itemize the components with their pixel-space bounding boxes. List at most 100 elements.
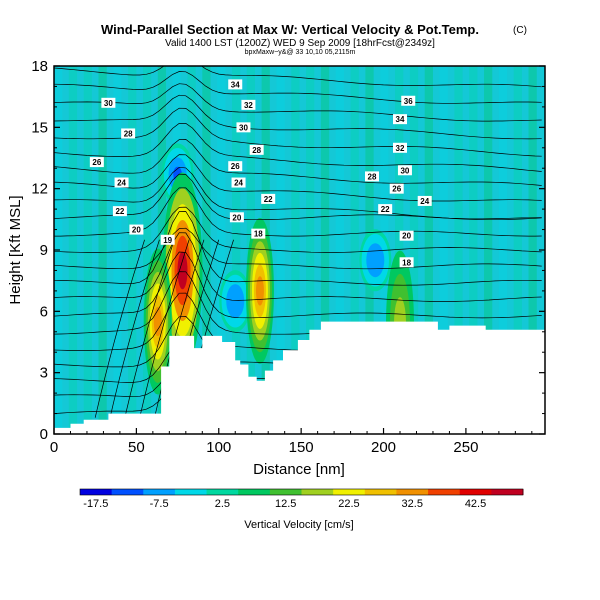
theta-label: 34 <box>393 114 408 125</box>
colorbar-swatch <box>364 489 397 495</box>
theta-label-box <box>399 230 414 241</box>
theta-label-box <box>389 183 404 194</box>
theta-contour-line <box>54 173 542 221</box>
texture-stripe <box>276 66 285 434</box>
theta-label: 26 <box>228 161 243 172</box>
colorbar-label: Vertical Velocity [cm/s] <box>244 519 353 531</box>
x-axis: 0 50 100 150 200 250 <box>50 428 533 456</box>
colorbar-swatch <box>238 489 271 495</box>
theta-label-text: 26 <box>392 185 401 194</box>
theta-label-box <box>160 234 175 245</box>
texture-stripe <box>128 66 137 434</box>
theta-label: 34 <box>228 79 243 90</box>
theta-label-text: 22 <box>381 205 390 214</box>
theta-label-box <box>112 206 127 217</box>
theta-label-text: 28 <box>124 129 133 138</box>
colorbar-frame <box>79 488 524 496</box>
theta-label-box <box>251 228 266 239</box>
colorbar-swatch <box>80 489 113 495</box>
theta-label-box <box>121 128 136 139</box>
texture-stripe <box>424 66 433 434</box>
theta-contour-line <box>54 211 542 286</box>
texture-stripe <box>513 66 522 434</box>
colorbar-tick-label: 32.5 <box>402 498 423 510</box>
theta-label: 18 <box>251 228 266 239</box>
theta-label-text: 24 <box>234 179 243 188</box>
theta-label-box <box>236 122 251 133</box>
theta-label-text: 22 <box>115 207 124 216</box>
theta-label-box <box>241 99 256 110</box>
theta-contour-line <box>139 239 190 418</box>
chart-title: Wind-Parallel Section at Max W: Vertical… <box>101 22 479 37</box>
x-tick-label: 250 <box>453 439 478 456</box>
theta-label: 24 <box>231 177 246 188</box>
colorbar-swatch <box>111 489 144 495</box>
title-mark: (C) <box>513 25 527 36</box>
texture-stripe <box>83 66 92 434</box>
texture-stripe <box>409 66 419 434</box>
theta-label: 22 <box>112 206 127 217</box>
y-tick-label: 9 <box>40 242 48 259</box>
theta-contour-line <box>54 232 542 302</box>
y-tick-label: 18 <box>31 58 48 75</box>
theta-label-text: 32 <box>244 101 253 110</box>
y-tick-label: 3 <box>40 365 48 382</box>
theta-contour-line <box>94 239 145 418</box>
texture-stripe <box>202 66 211 434</box>
theta-label-text: 26 <box>92 158 101 167</box>
y-tick-label: 6 <box>40 303 48 320</box>
colorbar-tick-label: 2.5 <box>215 498 230 510</box>
y-tick-label: 12 <box>31 181 48 198</box>
texture-stripe <box>306 66 315 434</box>
theta-label-text: 18 <box>402 258 411 267</box>
updraft-cell-0 <box>177 251 188 290</box>
x-tick-label: 200 <box>371 439 396 456</box>
theta-label-text: 24 <box>420 197 429 206</box>
texture-stripe <box>350 66 359 434</box>
theta-contour-line <box>54 107 542 157</box>
theta-label-box <box>228 161 243 172</box>
colorbar-swatch <box>301 489 334 495</box>
theta-label: 32 <box>241 99 256 110</box>
theta-label: 24 <box>114 177 129 188</box>
texture-stripe <box>469 66 478 434</box>
texture-stripe <box>335 66 344 434</box>
texture-stripe <box>98 66 107 434</box>
theta-label-text: 28 <box>252 146 261 155</box>
theta-contour-line <box>54 83 542 122</box>
theta-label-box <box>249 144 264 155</box>
colorbar-swatch <box>491 489 524 495</box>
theta-contours <box>54 66 542 418</box>
theta-label-text: 19 <box>163 236 172 245</box>
texture-stripe <box>439 66 448 434</box>
theta-label-box <box>364 171 379 182</box>
theta-label: 22 <box>261 193 276 204</box>
theta-label-box <box>401 95 416 106</box>
theta-label-text: 30 <box>239 123 248 132</box>
colorbar-swatch <box>428 489 461 495</box>
theta-label-box <box>261 193 276 204</box>
downdraft-cell-1 <box>370 252 380 268</box>
theta-label-text: 36 <box>404 97 413 106</box>
theta-label-box <box>399 257 414 268</box>
theta-contour-line <box>54 154 542 202</box>
colorbar-tick-label: -17.5 <box>83 498 108 510</box>
x-tick-label: 50 <box>128 439 145 456</box>
theta-label-box <box>393 142 408 153</box>
theta-contour-labels: 34 30 32 36 28 30 34 26 28 32 26 30 28 24 24 26 24 22 22 22… <box>89 79 432 268</box>
theta-contour-line <box>54 66 542 88</box>
texture-stripe <box>395 66 404 434</box>
theta-label-box <box>397 165 412 176</box>
theta-label-text: 22 <box>264 195 273 204</box>
texture-stripe <box>291 66 300 434</box>
theta-label-text: 34 <box>231 80 240 89</box>
theta-label: 22 <box>378 204 393 215</box>
theta-label-box <box>229 212 244 223</box>
texture-stripe <box>217 66 226 434</box>
texture-stripe <box>528 66 537 434</box>
theta-label-text: 20 <box>132 226 141 235</box>
texture-stripe <box>320 66 330 434</box>
theta-contour-line <box>109 239 160 418</box>
colorbar-tick-label: 12.5 <box>275 498 296 510</box>
